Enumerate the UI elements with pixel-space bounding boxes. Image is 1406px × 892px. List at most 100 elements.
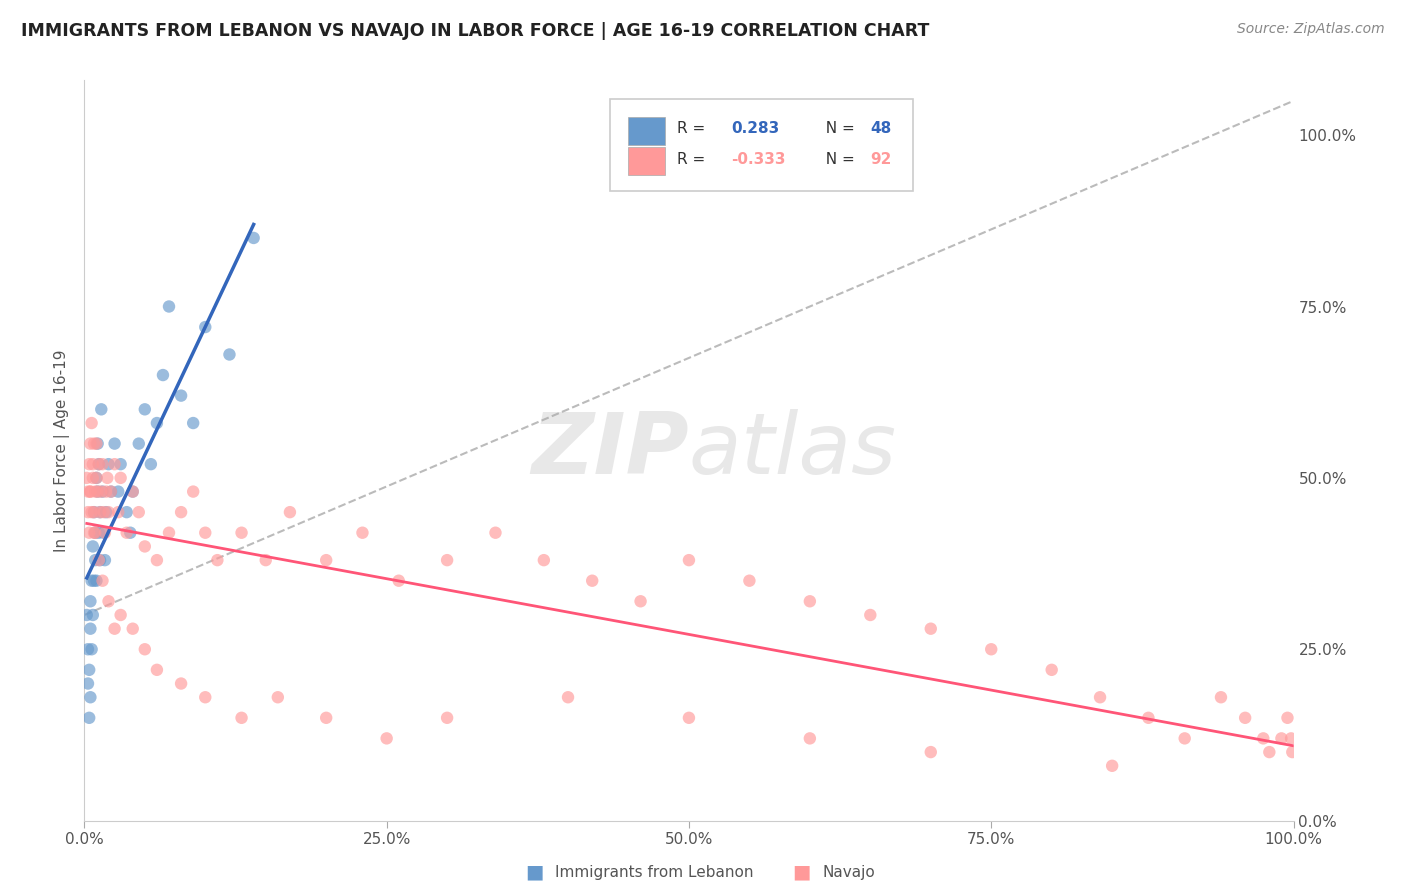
Point <box>920 622 942 636</box>
Point <box>91 574 114 588</box>
Point <box>104 436 127 450</box>
Point <box>1270 731 1292 746</box>
Point <box>115 525 138 540</box>
Point <box>94 525 117 540</box>
Point <box>218 347 240 361</box>
Point <box>80 505 103 519</box>
Point <box>79 594 101 608</box>
Point <box>1209 690 1232 705</box>
Point <box>139 457 162 471</box>
Point <box>77 484 100 499</box>
Point <box>77 676 100 690</box>
Point <box>1258 745 1281 759</box>
Point <box>86 436 108 450</box>
Text: ZIP: ZIP <box>531 409 689 492</box>
Point <box>181 484 204 499</box>
Point <box>315 711 337 725</box>
Point <box>77 505 100 519</box>
Point <box>80 574 103 588</box>
Point <box>1277 711 1299 725</box>
Point <box>79 690 101 705</box>
Point <box>104 457 127 471</box>
Point <box>97 594 120 608</box>
Point <box>89 553 111 567</box>
Text: 0.283: 0.283 <box>731 121 779 136</box>
Point <box>859 607 882 622</box>
Point <box>86 574 108 588</box>
Point <box>152 368 174 382</box>
Point <box>157 300 180 314</box>
Point <box>86 436 108 450</box>
Point <box>110 607 132 622</box>
Point <box>375 731 398 746</box>
Point <box>82 471 104 485</box>
Point <box>97 457 120 471</box>
Point <box>980 642 1002 657</box>
Point <box>170 676 193 690</box>
Point <box>738 574 761 588</box>
Point <box>170 505 193 519</box>
Text: Navajo: Navajo <box>823 865 876 880</box>
Text: 48: 48 <box>870 121 891 136</box>
Point <box>630 594 652 608</box>
Point <box>107 505 129 519</box>
Point <box>87 553 110 567</box>
Point <box>581 574 603 588</box>
Point <box>146 553 169 567</box>
Point <box>79 484 101 499</box>
Point <box>82 540 104 554</box>
Point <box>83 525 105 540</box>
Point <box>77 711 100 725</box>
Text: Immigrants from Lebanon: Immigrants from Lebanon <box>555 865 754 880</box>
Point <box>120 525 142 540</box>
Point <box>207 553 229 567</box>
Point <box>388 574 411 588</box>
Point <box>94 553 117 567</box>
Point <box>231 711 253 725</box>
Point <box>100 484 122 499</box>
Point <box>89 505 111 519</box>
Point <box>1040 663 1063 677</box>
Point <box>678 711 700 725</box>
FancyBboxPatch shape <box>610 99 912 191</box>
Point <box>278 505 301 519</box>
Point <box>799 594 821 608</box>
Point <box>79 484 101 499</box>
Point <box>90 484 112 499</box>
Point <box>533 553 555 567</box>
Point <box>80 416 103 430</box>
Point <box>242 231 264 245</box>
Point <box>77 663 100 677</box>
Point <box>107 484 129 499</box>
Text: IMMIGRANTS FROM LEBANON VS NAVAJO IN LABOR FORCE | AGE 16-19 CORRELATION CHART: IMMIGRANTS FROM LEBANON VS NAVAJO IN LAB… <box>21 22 929 40</box>
Point <box>1281 745 1303 759</box>
Point <box>91 457 114 471</box>
Text: ■: ■ <box>524 863 544 882</box>
Point <box>82 607 104 622</box>
Point <box>920 745 942 759</box>
Point <box>87 525 110 540</box>
Point <box>352 525 374 540</box>
Point <box>267 690 290 705</box>
Point <box>115 505 138 519</box>
Point <box>76 607 98 622</box>
Point <box>86 471 108 485</box>
Point <box>91 484 114 499</box>
Point <box>86 484 108 499</box>
Point <box>121 484 143 499</box>
Point <box>254 553 277 567</box>
Point <box>77 525 100 540</box>
Point <box>90 402 112 417</box>
Point <box>87 457 110 471</box>
Point <box>97 505 120 519</box>
Point <box>1174 731 1197 746</box>
Point <box>83 505 105 519</box>
Point <box>134 402 156 417</box>
Point <box>84 553 107 567</box>
Point <box>121 622 143 636</box>
Text: 92: 92 <box>870 152 891 167</box>
Point <box>104 622 127 636</box>
Text: Source: ZipAtlas.com: Source: ZipAtlas.com <box>1237 22 1385 37</box>
Point <box>110 471 132 485</box>
Point <box>110 457 132 471</box>
